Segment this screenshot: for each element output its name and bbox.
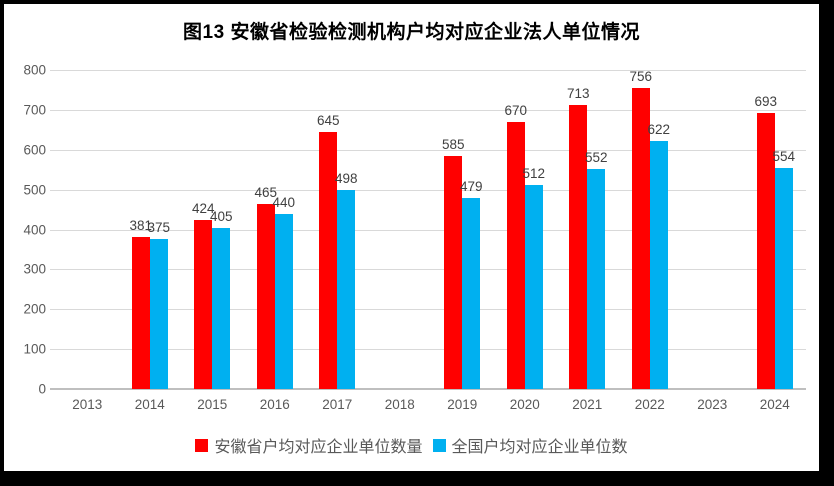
bar-anhui-2014 [131, 237, 150, 389]
bar-value-label: 645 [316, 112, 340, 128]
legend-label-national: 全国户均对应企业单位数 [451, 439, 628, 456]
x-axis-tick-label: 2021 [572, 397, 603, 412]
bar-national-2015 [212, 227, 231, 389]
bar-national-2019 [462, 198, 481, 389]
legend-item-national: 全国户均对应企业单位数 [432, 433, 628, 457]
bar-national-2020 [524, 184, 543, 389]
y-axis-tick-label: 600 [23, 142, 46, 158]
y-axis-tick-label: 800 [23, 62, 46, 78]
gridline [50, 189, 806, 191]
bar-anhui-2017 [319, 131, 338, 389]
chart-title: 图13 安徽省检验检测机构户均对应企业法人单位情况 [183, 22, 640, 43]
x-axis-tick-label: 2016 [259, 397, 290, 412]
bar-national-2022 [649, 140, 668, 389]
bar-value-label: 498 [334, 171, 358, 187]
y-axis-tick-label: 400 [23, 222, 46, 237]
legend: 安徽省户均对应企业单位数量 全国户均对应企业单位数 [4, 433, 819, 457]
x-axis-tick-label: 2017 [322, 397, 353, 412]
x-axis-tick-label: 2015 [197, 397, 228, 412]
chart-canvas: 图13 安徽省检验检测机构户均对应企业法人单位情况 0 100 200 300 400 5… [4, 4, 819, 471]
bar-value-label: 554 [772, 149, 796, 165]
bar-anhui-2021 [569, 104, 588, 389]
bar-value-label: 381 [129, 218, 153, 234]
bar-national-2021 [587, 168, 606, 389]
x-axis-tick-label: 2020 [509, 397, 540, 412]
x-axis-tick-label: 2022 [634, 397, 665, 412]
bar-value-label: 585 [441, 136, 465, 152]
x-axis-tick-label: 2023 [697, 397, 728, 412]
bar-value-label: 552 [584, 149, 608, 165]
x-axis-tick-label: 2024 [759, 397, 790, 412]
gridline [50, 349, 806, 351]
legend-label-anhui: 安徽省户均对应企业单位数量 [214, 439, 423, 456]
bar-value-label: 440 [272, 194, 296, 210]
bar-value-label: 465 [254, 184, 278, 200]
legend-swatch-anhui-icon [195, 438, 209, 452]
legend-swatch-national-icon [432, 438, 446, 452]
gridline [50, 70, 806, 71]
gridline [50, 109, 806, 111]
bar-anhui-2019 [444, 155, 463, 389]
gridline [50, 269, 806, 271]
bar-value-label: 756 [629, 68, 653, 84]
y-axis-tick-label: 700 [23, 102, 46, 118]
y-axis-tick-label: 300 [23, 261, 46, 277]
gridline [50, 309, 806, 311]
bar-value-label: 693 [754, 93, 778, 109]
bar-anhui-2015 [194, 219, 213, 389]
bar-value-label: 405 [209, 208, 233, 224]
bar-value-label: 670 [504, 102, 528, 118]
bar-value-label: 479 [459, 179, 483, 194]
gridline [50, 149, 806, 151]
bar-value-label: 713 [566, 85, 590, 101]
x-axis-tick-label: 2019 [447, 397, 478, 412]
plot-area: 0 100 200 300 400 500 600 700 800 2013 2014 381 375 2… [23, 63, 806, 412]
y-axis-tick-label: 500 [23, 182, 46, 198]
y-axis-tick-label: 200 [23, 301, 46, 317]
bar-anhui-2024 [756, 112, 775, 389]
bar-value-label: 512 [522, 165, 546, 181]
x-axis-tick-label: 2018 [384, 397, 415, 412]
legend-item-anhui: 安徽省户均对应企业单位数量 [195, 433, 423, 457]
bar-value-label: 375 [147, 220, 171, 236]
bar-anhui-2022 [631, 87, 650, 389]
y-axis-tick-label: 0 [38, 381, 46, 397]
x-axis-line [50, 388, 806, 390]
gridline [50, 229, 806, 231]
bar-national-2014 [149, 239, 168, 389]
y-axis-tick-label: 100 [23, 341, 46, 357]
bar-national-2024 [774, 168, 793, 389]
x-axis-tick-label: 2014 [134, 397, 165, 412]
x-axis-tick-label: 2013 [72, 397, 103, 412]
bar-national-2017 [337, 190, 356, 389]
bar-anhui-2016 [256, 203, 275, 389]
bar-value-label: 622 [647, 121, 671, 137]
bar-national-2016 [274, 213, 293, 389]
bar-anhui-2020 [506, 121, 525, 389]
bar-value-label: 424 [191, 200, 215, 216]
